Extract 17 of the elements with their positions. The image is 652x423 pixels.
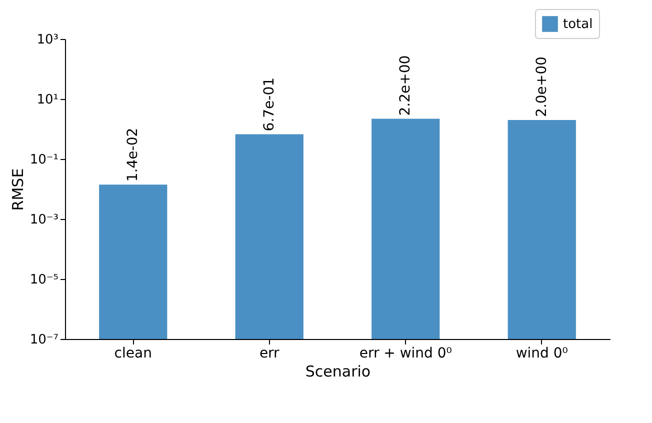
y-tick-label: 10¹ — [36, 92, 58, 108]
x-tick-label: clean — [114, 346, 152, 362]
data-label: 1.4e-02 — [125, 128, 142, 182]
data-label: 2.2e+00 — [398, 55, 414, 116]
legend-label: total — [563, 17, 593, 32]
y-tick-label: 10⁻³ — [30, 212, 58, 228]
x-axis-title: Scenario — [305, 362, 371, 380]
x-tick-label: err + wind 0⁰ — [359, 346, 452, 362]
x-tick-label: err — [259, 346, 280, 362]
y-axis-title: RMSE — [8, 168, 27, 211]
y-tick-label: 10⁻⁵ — [30, 272, 58, 288]
data-label: 2.0e+00 — [534, 56, 550, 117]
data-label: 6.7e-01 — [261, 77, 278, 132]
x-tick-label: wind 0⁰ — [516, 346, 568, 362]
y-tick-label: 10⁻⁷ — [30, 332, 58, 348]
y-tick-label: 10³ — [36, 32, 58, 48]
y-tick-label: 10⁻¹ — [30, 152, 58, 168]
